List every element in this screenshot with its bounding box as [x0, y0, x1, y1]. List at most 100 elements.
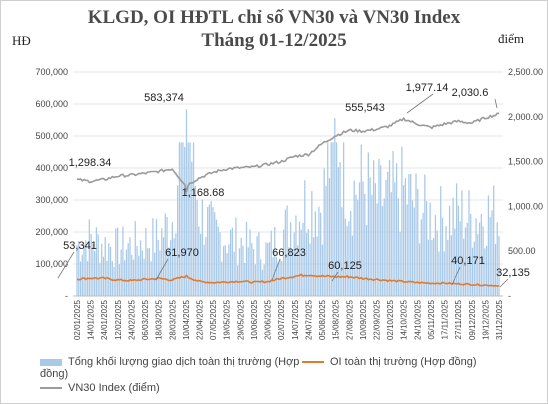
volume-bar [383, 198, 385, 296]
volume-bar [471, 247, 474, 296]
volume-bar [245, 221, 248, 296]
volume-bar [473, 241, 475, 296]
volume-bar [191, 161, 193, 296]
legend-swatch-volume [40, 358, 62, 366]
oi-data-label: 40,171 [451, 255, 485, 267]
left-tick-label: 300,000 [35, 195, 68, 205]
volume-bar [251, 243, 253, 296]
volume-bar [355, 194, 357, 296]
x-tick-label: 14/01/2025 [87, 299, 96, 340]
x-tick-label: 10/04/2025 [182, 299, 191, 340]
volume-bar [457, 205, 460, 296]
volume-bar [350, 210, 352, 296]
volume-bar [178, 142, 181, 296]
x-tick-label: 20/06/2025 [264, 299, 273, 340]
volume-bar [152, 218, 154, 296]
volume-bar [339, 162, 341, 296]
volume-bar [88, 219, 90, 296]
volume-bar [394, 182, 396, 296]
volume-bar [198, 226, 200, 296]
volume-bar [312, 237, 315, 296]
volume-bar [161, 228, 163, 296]
volume-bar [115, 228, 117, 296]
right-tick-label: 1,000.00 [508, 201, 543, 211]
volume-bar [242, 245, 244, 296]
volume-bar [461, 190, 463, 296]
volume-bar [111, 261, 113, 296]
volume-bar [146, 248, 149, 296]
x-tick-label: 22/04/2025 [196, 299, 205, 340]
volume-data-label: 555,543 [345, 102, 385, 114]
volume-bar [325, 185, 327, 296]
volume-bar [208, 204, 211, 296]
chart-title: KLGD, OI HĐTL chỉ số VN30 và VN30 Index [87, 7, 461, 28]
x-tick-label: 10/06/2025 [250, 299, 259, 340]
volume-bar [293, 232, 295, 296]
volume-bar [240, 237, 242, 296]
volume-bar [284, 209, 286, 296]
volume-bar [480, 213, 482, 296]
legend-label-oi: OI toàn thị trường (Hợp đồng) [330, 356, 477, 368]
volume-bar [228, 244, 230, 296]
volume-bar [395, 163, 398, 296]
x-tick-label: 15/08/2025 [332, 299, 341, 340]
series-lines [76, 112, 500, 288]
volume-bar [454, 228, 456, 296]
chart-subtitle: Tháng 01-12/2025 [201, 30, 347, 51]
oi-data-label: 61,970 [165, 247, 199, 259]
volume-bar [408, 174, 410, 296]
volume-bar [487, 195, 490, 296]
volume-bar [371, 194, 373, 296]
volume-bar [166, 217, 168, 296]
volume-bar [445, 226, 447, 296]
volume-bar [154, 252, 156, 296]
volume-bar [291, 250, 294, 296]
x-tick-label: 22/09/2025 [372, 299, 381, 340]
right-tick-label: 2,000.00 [508, 112, 543, 122]
volume-bar [173, 238, 175, 296]
volume-bar [99, 263, 101, 296]
volume-bar [256, 236, 258, 296]
volume-bar [288, 247, 290, 296]
volume-bar [380, 165, 382, 296]
right-axis-unit: điểm [498, 31, 524, 46]
volume-bar [401, 146, 403, 296]
volume-bar [295, 215, 297, 296]
volume-bar [201, 199, 203, 296]
volume-bar [215, 219, 218, 296]
volume-bar [194, 185, 196, 296]
volume-bar [83, 244, 85, 296]
volume-bar [438, 251, 440, 296]
volume-bar [258, 232, 260, 296]
volume-bar [348, 221, 350, 296]
volume-bar [212, 207, 214, 296]
volume-bar [222, 246, 225, 296]
volume-bar [493, 185, 495, 296]
x-tick-label: 19/12/2025 [481, 299, 490, 340]
x-tick-label: 24/01/2025 [100, 299, 109, 340]
volume-bar [427, 239, 430, 296]
volume-bar [387, 171, 389, 296]
legend-item-volume: Tổng khối lượng giao dịch toàn thị trườn… [40, 356, 300, 380]
volume-bar [182, 142, 184, 296]
volume-bar [367, 152, 369, 296]
volume-bar [433, 238, 435, 296]
volume-bar [491, 210, 493, 296]
volume-bar [484, 248, 486, 296]
volume-bar [410, 173, 412, 296]
right-tick-label: 1,500.00 [508, 157, 543, 167]
x-tick-label: 19/05/2025 [223, 299, 232, 340]
volume-bar [185, 109, 188, 297]
volume-bar [85, 240, 87, 296]
volume-bar [392, 151, 394, 296]
volume-bar [425, 201, 428, 296]
volume-bar [94, 251, 96, 296]
volume-bar [399, 231, 401, 296]
volume-bar [125, 249, 128, 296]
volume-bar [305, 232, 308, 296]
volume-bar [104, 237, 106, 296]
volume-bar [378, 158, 380, 296]
volume-bar [420, 219, 422, 296]
volume-bar [148, 248, 151, 296]
